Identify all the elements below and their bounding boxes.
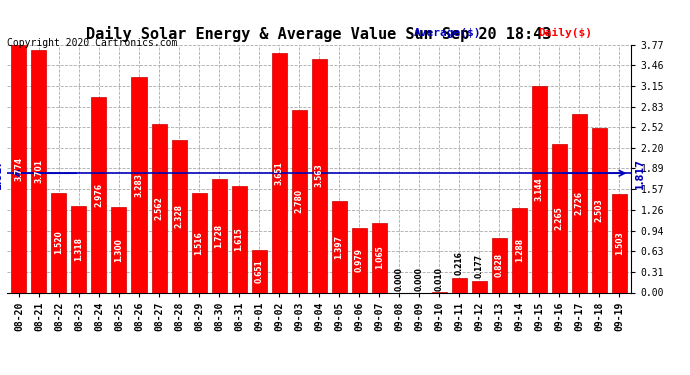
Bar	[572, 114, 586, 292]
Bar	[72, 206, 86, 292]
Text: 1.503: 1.503	[615, 231, 624, 255]
Text: Daily($): Daily($)	[538, 28, 592, 38]
Text: 1.318: 1.318	[75, 237, 83, 261]
Text: 1.397: 1.397	[335, 235, 344, 259]
Bar	[372, 223, 386, 292]
Text: 0.651: 0.651	[255, 259, 264, 283]
Text: 0.000: 0.000	[415, 267, 424, 291]
Title: Daily Solar Energy & Average Value Sun Sep 20 18:43: Daily Solar Energy & Average Value Sun S…	[86, 27, 552, 42]
Text: 1.728: 1.728	[215, 224, 224, 248]
Bar	[92, 97, 106, 292]
Text: 3.701: 3.701	[34, 159, 43, 183]
Bar	[172, 140, 186, 292]
Text: 0.979: 0.979	[355, 248, 364, 272]
Bar	[532, 86, 546, 292]
Text: 1.817: 1.817	[635, 158, 645, 189]
Text: 0.010: 0.010	[435, 267, 444, 291]
Text: 1.615: 1.615	[235, 228, 244, 251]
Bar	[192, 193, 206, 292]
Bar	[12, 45, 26, 292]
Text: 0.216: 0.216	[455, 251, 464, 275]
Text: 3.563: 3.563	[315, 164, 324, 188]
Text: 0.000: 0.000	[395, 267, 404, 291]
Bar	[132, 77, 146, 292]
Text: 2.562: 2.562	[155, 196, 164, 220]
Text: Average($): Average($)	[414, 28, 482, 38]
Text: 2.976: 2.976	[95, 183, 103, 207]
Text: 3.651: 3.651	[275, 161, 284, 184]
Text: Copyright 2020 Cartronics.com: Copyright 2020 Cartronics.com	[7, 38, 177, 48]
Text: 3.774: 3.774	[14, 156, 23, 181]
Bar	[352, 228, 366, 292]
Bar	[232, 186, 246, 292]
Bar	[472, 281, 486, 292]
Bar	[32, 50, 46, 292]
Bar	[512, 208, 526, 292]
Text: 1.817: 1.817	[0, 158, 3, 189]
Text: 2.726: 2.726	[575, 191, 584, 215]
Text: 0.828: 0.828	[495, 253, 504, 278]
Text: 3.144: 3.144	[535, 177, 544, 201]
Bar	[212, 179, 226, 292]
Text: 3.283: 3.283	[135, 173, 144, 197]
Bar	[152, 124, 166, 292]
Text: 1.516: 1.516	[195, 231, 204, 255]
Bar	[612, 194, 627, 292]
Text: 1.288: 1.288	[515, 238, 524, 262]
Bar	[552, 144, 566, 292]
Text: 2.780: 2.780	[295, 189, 304, 213]
Bar	[52, 193, 66, 292]
Bar	[452, 278, 466, 292]
Bar	[252, 250, 266, 292]
Bar	[112, 207, 126, 292]
Bar	[492, 238, 506, 292]
Text: 2.265: 2.265	[555, 206, 564, 230]
Bar	[272, 53, 286, 292]
Text: 0.177: 0.177	[475, 254, 484, 278]
Text: 1.520: 1.520	[55, 231, 63, 255]
Text: 1.300: 1.300	[115, 238, 124, 262]
Text: 1.065: 1.065	[375, 246, 384, 269]
Bar	[312, 58, 326, 292]
Text: 2.503: 2.503	[595, 198, 604, 222]
Bar	[592, 128, 607, 292]
Bar	[332, 201, 346, 292]
Bar	[292, 110, 306, 292]
Text: 2.328: 2.328	[175, 204, 184, 228]
